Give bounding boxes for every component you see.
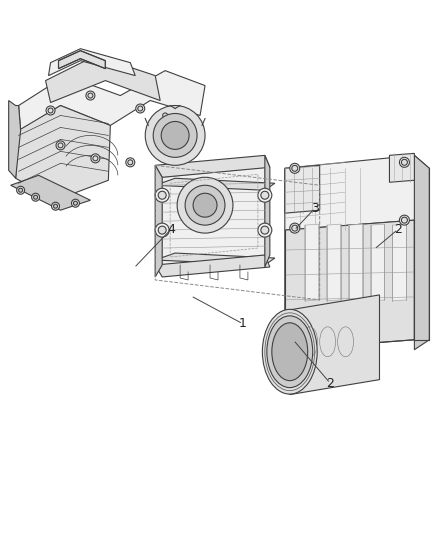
Polygon shape [155,178,275,190]
Polygon shape [327,224,341,301]
Circle shape [177,177,233,233]
Circle shape [292,225,298,231]
Polygon shape [305,224,319,301]
Circle shape [158,191,166,199]
Polygon shape [19,71,205,131]
Circle shape [145,106,205,165]
Circle shape [91,154,100,163]
Circle shape [32,193,39,201]
Polygon shape [155,253,275,265]
Circle shape [401,159,407,165]
Circle shape [153,114,197,157]
Text: 4: 4 [167,223,175,236]
Polygon shape [155,165,162,277]
Circle shape [126,158,135,167]
Circle shape [258,223,272,237]
Circle shape [399,157,410,167]
Circle shape [399,215,410,225]
Circle shape [136,104,145,113]
Circle shape [290,223,300,233]
Polygon shape [9,101,21,178]
Polygon shape [285,220,414,350]
Circle shape [58,143,63,148]
Circle shape [401,217,407,223]
Circle shape [261,226,269,234]
Circle shape [56,141,65,150]
Circle shape [128,160,133,165]
Circle shape [93,156,98,161]
Circle shape [290,163,300,173]
Text: 1: 1 [239,317,247,330]
Circle shape [19,188,23,192]
Polygon shape [155,255,270,277]
Circle shape [211,211,219,220]
Circle shape [34,195,38,199]
Ellipse shape [272,323,308,381]
Circle shape [292,165,298,171]
Circle shape [193,193,217,217]
Circle shape [155,188,169,202]
Polygon shape [349,224,363,301]
Polygon shape [389,154,414,182]
Circle shape [155,223,169,237]
Polygon shape [265,155,270,267]
Ellipse shape [267,316,313,387]
Polygon shape [16,106,110,200]
Polygon shape [285,165,320,213]
Circle shape [48,108,53,113]
Polygon shape [46,55,160,102]
Polygon shape [285,155,429,230]
Circle shape [162,113,168,118]
Polygon shape [371,224,385,301]
Circle shape [207,207,223,223]
Circle shape [261,191,269,199]
Text: 2: 2 [394,223,402,236]
Circle shape [52,202,60,210]
Polygon shape [49,49,135,76]
Circle shape [74,201,78,205]
Polygon shape [155,155,270,177]
Circle shape [185,185,225,225]
Circle shape [161,111,170,120]
Circle shape [71,199,79,207]
Polygon shape [59,51,106,69]
Text: 2: 2 [326,377,334,390]
Text: 3: 3 [311,201,319,215]
Circle shape [138,106,143,111]
Circle shape [161,122,189,149]
Polygon shape [11,175,90,210]
Circle shape [258,188,272,202]
Polygon shape [162,167,265,265]
Polygon shape [392,224,406,301]
Circle shape [53,204,57,208]
Polygon shape [290,295,379,394]
Circle shape [46,106,55,115]
Ellipse shape [262,309,317,394]
Circle shape [88,93,93,98]
Circle shape [17,186,25,194]
Circle shape [86,91,95,100]
Polygon shape [414,155,429,350]
Circle shape [158,226,166,234]
